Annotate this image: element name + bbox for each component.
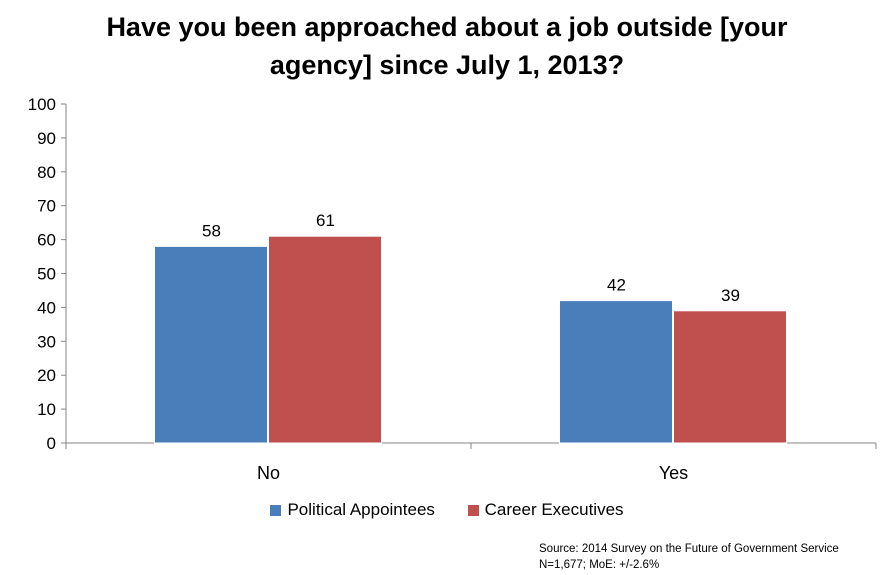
bar-political-appointees-no: [154, 245, 268, 444]
sample-size-line: N=1,677; MoE: +/-2.6%: [539, 559, 660, 571]
chart-title: Have you been approached about a job out…: [0, 8, 894, 84]
y-tick-label: 100: [28, 95, 56, 114]
source-note: Source: 2014 Survey on the Future of Gov…: [539, 541, 839, 573]
y-tick-label: 20: [37, 366, 56, 385]
bar-career-executives-yes: [673, 310, 787, 444]
y-tick-label: 40: [37, 298, 56, 317]
y-tick-label: 60: [37, 231, 56, 250]
source-line: Source: 2014 Survey on the Future of Gov…: [539, 543, 839, 555]
legend-item-political-appointees: Political Appointees: [270, 500, 435, 520]
data-label-career-executives-yes: 39: [721, 286, 740, 305]
data-label-political-appointees-no: 58: [202, 221, 221, 240]
chart-title-line-2: agency] since July 1, 2013?: [269, 50, 625, 80]
y-tick-label: 30: [37, 332, 56, 351]
x-category-label-no: No: [257, 463, 280, 483]
bar-chart: 0 10 20 30 40 50 60 70 80 90 100 58 61 No 42 39 Yes: [28, 95, 877, 483]
data-label-career-executives-no: 61: [316, 211, 335, 230]
legend-item-career-executives: Career Executives: [467, 500, 624, 520]
bar-career-executives-no: [268, 235, 382, 444]
legend-label-career-executives: Career Executives: [484, 500, 624, 519]
y-tick-label: 50: [37, 265, 56, 284]
y-tick-label: 90: [37, 129, 56, 148]
legend-swatch-political-appointees: [270, 504, 282, 516]
bar-political-appointees-yes: [559, 300, 673, 444]
y-tick-label: 0: [47, 434, 56, 453]
chart-title-line-1: Have you been approached about a job out…: [106, 12, 788, 42]
legend-swatch-career-executives: [467, 504, 479, 516]
legend: Political Appointees Career Executives: [0, 500, 894, 521]
y-tick-label: 80: [37, 163, 56, 182]
data-label-political-appointees-yes: 42: [607, 276, 626, 295]
legend-label-political-appointees: Political Appointees: [287, 500, 435, 519]
y-tick-label: 10: [37, 400, 56, 419]
y-tick-label: 70: [37, 197, 56, 216]
x-category-label-yes: Yes: [659, 463, 688, 483]
